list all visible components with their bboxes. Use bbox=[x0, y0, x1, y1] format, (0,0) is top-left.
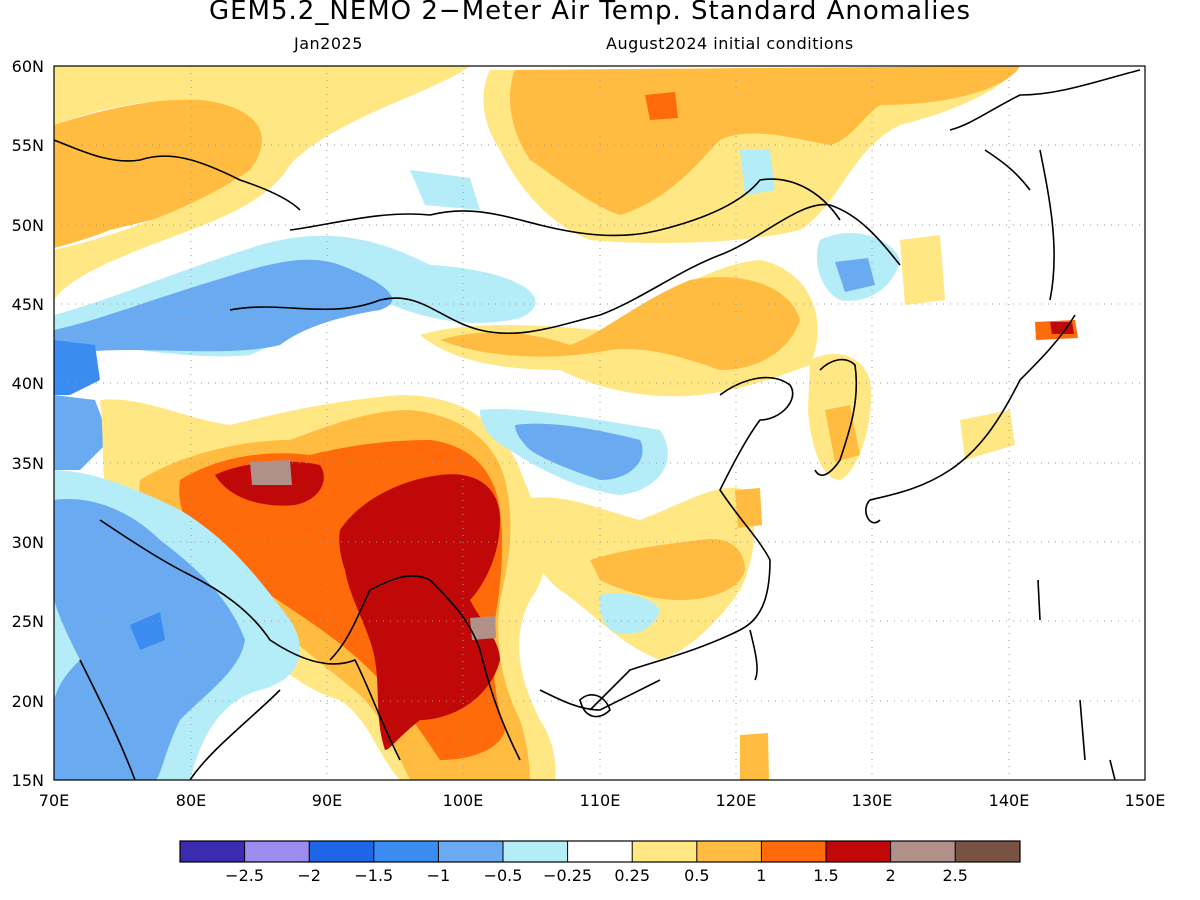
lat-label: 45N bbox=[12, 295, 44, 314]
lon-label: 110E bbox=[580, 791, 621, 810]
lat-label: 30N bbox=[12, 533, 44, 552]
lon-label: 130E bbox=[852, 791, 893, 810]
colorbar-swatch bbox=[632, 841, 697, 862]
lon-label: 150E bbox=[1125, 791, 1166, 810]
map-frame bbox=[53, 65, 1146, 781]
anomaly-region bbox=[1050, 322, 1074, 334]
colorbar-tick: 1.5 bbox=[813, 866, 838, 885]
anomaly-region bbox=[440, 276, 800, 370]
colorbar-tick: −2.5 bbox=[225, 866, 264, 885]
lon-axis: 70E 80E 90E 100E 110E 120E 130E 140E 150… bbox=[39, 791, 1166, 810]
anomaly-region bbox=[54, 259, 393, 355]
colorbar-swatch bbox=[180, 841, 245, 862]
anomaly-region bbox=[54, 97, 275, 248]
colorbar-tick: 2.5 bbox=[942, 866, 967, 885]
lat-label: 35N bbox=[12, 454, 44, 473]
lat-axis: 60N 55N 50N 45N 40N 35N 30N 25N 20N 15N bbox=[12, 57, 44, 790]
colorbar-swatch bbox=[826, 841, 891, 862]
lon-label: 140E bbox=[989, 791, 1030, 810]
colorbar-swatch bbox=[696, 841, 762, 862]
anomaly-region bbox=[900, 235, 945, 305]
anomaly-region bbox=[740, 150, 775, 195]
lon-label: 80E bbox=[176, 791, 206, 810]
graticule bbox=[54, 66, 1145, 780]
lon-label: 100E bbox=[443, 791, 484, 810]
colorbar-swatch bbox=[244, 841, 310, 862]
anomaly-region bbox=[590, 539, 745, 600]
colorbar-swatch bbox=[438, 841, 503, 862]
lat-label: 50N bbox=[12, 216, 44, 235]
lat-label: 15N bbox=[12, 771, 44, 790]
colorbar-swatch bbox=[890, 841, 956, 862]
colorbar-swatch bbox=[955, 841, 1020, 862]
colorbar-tick: −0.25 bbox=[543, 866, 592, 885]
colorbar-tick: −0.5 bbox=[484, 866, 523, 885]
coastlines bbox=[54, 69, 1141, 780]
colorbar-tick: 0.25 bbox=[614, 866, 650, 885]
anomaly-region bbox=[54, 66, 470, 300]
colorbar-tick: 1 bbox=[756, 866, 766, 885]
lat-label: 60N bbox=[12, 57, 44, 76]
anomaly-region bbox=[54, 395, 110, 470]
anomaly-region bbox=[339, 474, 500, 750]
colorbar-tick: −2 bbox=[297, 866, 321, 885]
lon-label: 120E bbox=[716, 791, 757, 810]
colorbar-swatch bbox=[503, 841, 568, 862]
anomaly-region bbox=[599, 593, 660, 634]
colorbar-tick: 0.5 bbox=[684, 866, 709, 885]
init-conditions-label: August2024 initial conditions bbox=[606, 34, 854, 53]
lat-label: 25N bbox=[12, 612, 44, 631]
anomaly-region bbox=[510, 66, 1020, 215]
lat-label: 40N bbox=[12, 374, 44, 393]
map-title: GEM5.2_NEMO 2−Meter Air Temp. Standard A… bbox=[208, 0, 972, 26]
lon-label: 70E bbox=[39, 791, 69, 810]
colorbar-swatch bbox=[373, 841, 439, 862]
anomaly-region bbox=[54, 340, 100, 395]
colorbar: −2.5 −2 −1.5 −1 −0.5 −0.25 0.25 0.5 1 1.… bbox=[179, 840, 1021, 885]
valid-month-label: Jan2025 bbox=[294, 34, 363, 53]
anomaly-region bbox=[410, 170, 480, 210]
anomaly-region bbox=[835, 258, 875, 292]
colorbar-swatch bbox=[309, 841, 374, 862]
colorbar-tick: −1.5 bbox=[354, 866, 393, 885]
anomaly-region bbox=[470, 616, 496, 640]
anomaly-region bbox=[250, 460, 292, 485]
lon-label: 90E bbox=[312, 791, 342, 810]
anomaly-region bbox=[740, 733, 769, 780]
colorbar-swatch bbox=[567, 841, 633, 862]
colorbar-tick: 2 bbox=[886, 866, 896, 885]
anomaly-region bbox=[515, 423, 643, 480]
anomaly-fields bbox=[54, 66, 1078, 780]
lat-label: 55N bbox=[12, 136, 44, 155]
lat-label: 20N bbox=[12, 692, 44, 711]
anomaly-region bbox=[735, 488, 762, 528]
anomaly-region bbox=[645, 92, 678, 120]
colorbar-tick: −1 bbox=[427, 866, 451, 885]
colorbar-swatch bbox=[761, 841, 826, 862]
